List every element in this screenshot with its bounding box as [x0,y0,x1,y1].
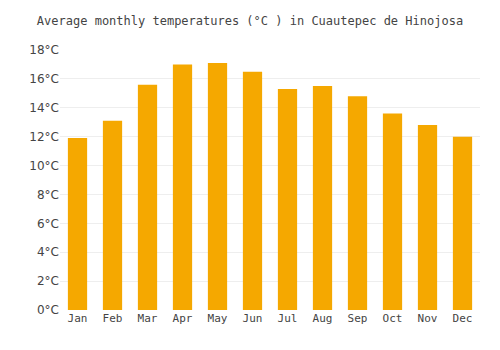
svg-text:14°C: 14°C [29,101,59,115]
svg-text:10°C: 10°C [29,159,59,173]
svg-text:4°C: 4°C [37,245,59,259]
svg-text:Jul: Jul [278,312,298,325]
svg-text:Oct: Oct [383,312,403,325]
svg-text:Average monthly temperatures (: Average monthly temperatures (°C ) in Cu… [37,14,463,28]
svg-text:18°C: 18°C [29,43,59,57]
svg-text:Apr: Apr [173,312,193,325]
svg-text:8°C: 8°C [37,188,59,202]
svg-text:0°C: 0°C [37,303,59,317]
svg-text:Mar: Mar [138,312,158,325]
svg-text:2°C: 2°C [37,274,59,288]
svg-text:6°C: 6°C [37,217,59,231]
svg-text:Jun: Jun [243,312,263,325]
svg-text:12°C: 12°C [29,130,59,144]
svg-text:Feb: Feb [103,312,123,325]
svg-text:16°C: 16°C [29,72,59,86]
svg-text:Sep: Sep [348,312,368,325]
svg-text:Nov: Nov [418,312,438,325]
svg-text:Dec: Dec [453,312,473,325]
svg-text:Jan: Jan [68,312,88,325]
svg-text:Aug: Aug [313,312,333,325]
svg-text:May: May [208,312,228,325]
